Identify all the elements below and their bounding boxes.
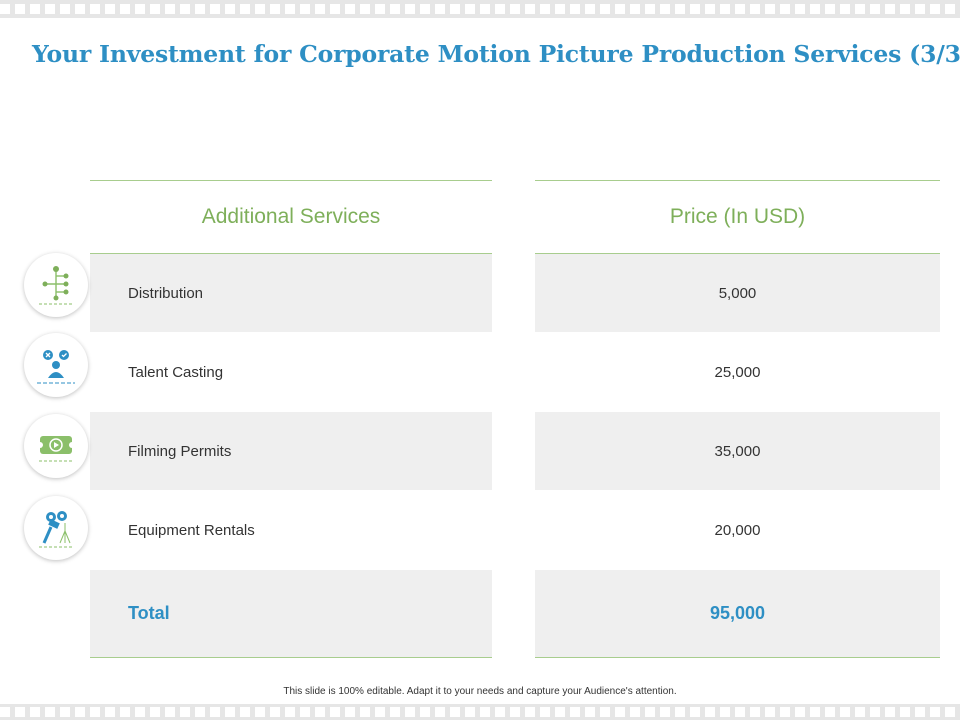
- service-row: Talent Casting: [90, 333, 492, 412]
- service-row: Distribution: [90, 254, 492, 333]
- talent-casting-icon: [24, 333, 88, 397]
- services-header: Additional Services: [90, 180, 492, 254]
- footer-note: This slide is 100% editable. Adapt it to…: [283, 686, 677, 697]
- total-label: Total: [90, 570, 492, 658]
- total-value: 95,000: [535, 570, 940, 658]
- page-title: Your Investment for Corporate Motion Pic…: [32, 40, 960, 68]
- distribution-network-icon: [24, 253, 88, 317]
- filmstrip-top-border: [0, 0, 960, 18]
- price-cell: 20,000: [535, 491, 940, 570]
- prices-column: Price (In USD) 5,000 25,000 35,000 20,00…: [535, 180, 940, 658]
- price-cell: 25,000: [535, 333, 940, 412]
- price-cell: 5,000: [535, 254, 940, 333]
- service-row: Filming Permits: [90, 412, 492, 491]
- price-header: Price (In USD): [535, 180, 940, 254]
- price-cell: 35,000: [535, 412, 940, 491]
- filmstrip-bottom-border: [0, 704, 960, 720]
- service-row: Equipment Rentals: [90, 491, 492, 570]
- camera-tripod-icon: [24, 496, 88, 560]
- film-ticket-icon: [24, 414, 88, 478]
- services-column: Additional Services Distribution Talent …: [90, 180, 492, 658]
